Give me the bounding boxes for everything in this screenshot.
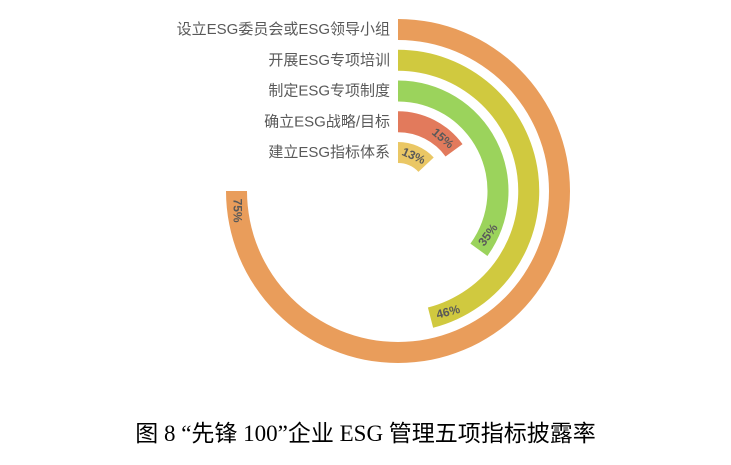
radial-bar-4	[398, 142, 434, 172]
category-label-2: 制定ESG专项制度	[268, 83, 390, 100]
radial-bar-2	[398, 80, 509, 256]
chart-canvas: 设立ESG委员会或ESG领导小组 75% 开展ESG专项培训 46% 制定ESG专项制度…	[177, 19, 570, 363]
value-label-1: 46%	[435, 302, 462, 322]
category-label-1: 开展ESG专项培训	[268, 52, 390, 69]
category-label-3: 确立ESG战略/目标	[264, 113, 390, 130]
radial-bar-1	[398, 49, 540, 328]
category-label-0: 设立ESG委员会或ESG领导小组	[177, 21, 390, 38]
radial-bar-3	[398, 111, 463, 157]
figure-caption: 图 8 “先锋 100”企业 ESG 管理五项指标披露率	[135, 421, 596, 446]
value-label-0: 75%	[231, 199, 245, 223]
radial-bar-chart: 设立ESG委员会或ESG领导小组 75% 开展ESG专项培训 46% 制定ESG专项制度…	[177, 19, 570, 363]
category-label-4: 建立ESG指标体系	[268, 144, 390, 161]
